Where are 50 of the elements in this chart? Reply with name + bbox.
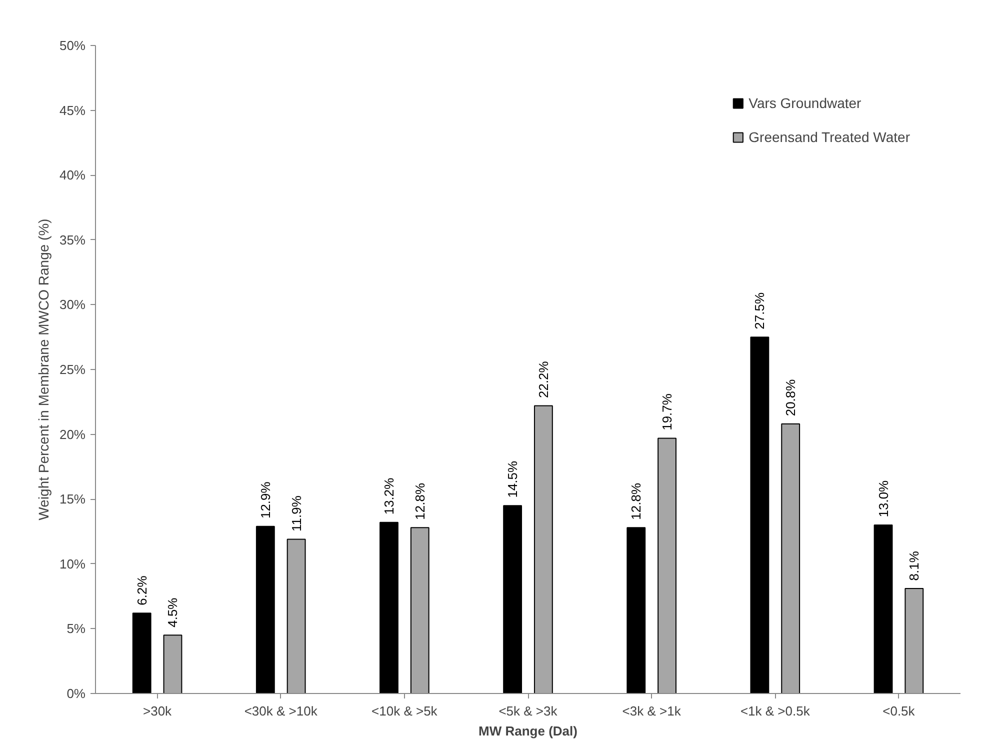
bar (534, 405, 553, 694)
bar (658, 438, 676, 694)
y-tick-label: 20% (59, 426, 86, 442)
x-tick-label: <0.5k (882, 704, 916, 718)
bar (874, 524, 893, 694)
x-tick-label: <5k & >3k (498, 704, 558, 718)
bar (286, 538, 306, 694)
bar (904, 588, 924, 694)
data-label: 19.7% (660, 393, 675, 430)
data-label: 4.5% (165, 597, 180, 628)
bar (750, 336, 770, 694)
y-tick-label: 0% (66, 686, 86, 701)
data-label: 12.9% (258, 481, 273, 519)
y-tick-label: 40% (59, 168, 86, 183)
data-label: 27.5% (752, 292, 768, 330)
y-axis-title: Weight Percent in Membrane MWCO Range (%) (35, 218, 52, 520)
y-tick-label: 25% (59, 362, 86, 377)
y-tick-label: 5% (66, 621, 86, 636)
data-label: 8.1% (906, 550, 922, 581)
y-tick-label: 50% (59, 38, 86, 53)
legend-label: Greensand Treated Water (748, 129, 910, 145)
y-tick-label: 10% (59, 556, 86, 572)
data-label: 13.2% (381, 477, 396, 515)
data-label: 12.8% (412, 482, 428, 520)
x-tick-label: <30k & >10k (244, 704, 318, 718)
x-tick-label: >30k (143, 704, 172, 718)
x-tick-label: <1k & >0.5k (740, 704, 810, 718)
data-label: 22.2% (536, 360, 551, 398)
data-label: 13.0% (876, 480, 891, 518)
y-tick-label: 30% (59, 297, 86, 312)
data-label: 11.9% (288, 495, 304, 532)
bar (163, 634, 182, 694)
data-label: 12.8% (628, 482, 644, 520)
bar (256, 526, 275, 694)
bar (503, 505, 522, 694)
y-tick-label: 45% (59, 102, 86, 118)
x-tick-label: <10k & >5k (372, 704, 438, 718)
data-label: 6.2% (134, 575, 150, 606)
x-axis-title: MW Range (Dal) (478, 724, 578, 738)
y-tick-label: 35% (59, 232, 86, 248)
x-tick-label: <3k & >1k (622, 704, 682, 718)
data-label: 14.5% (505, 460, 520, 498)
data-label: 20.8% (783, 378, 798, 416)
bar (132, 612, 152, 694)
legend-label: Vars Groundwater (748, 95, 862, 111)
y-tick-label: 15% (59, 492, 86, 507)
bar (380, 522, 398, 694)
bar (781, 423, 800, 694)
bar (410, 527, 430, 694)
bar (626, 527, 646, 694)
